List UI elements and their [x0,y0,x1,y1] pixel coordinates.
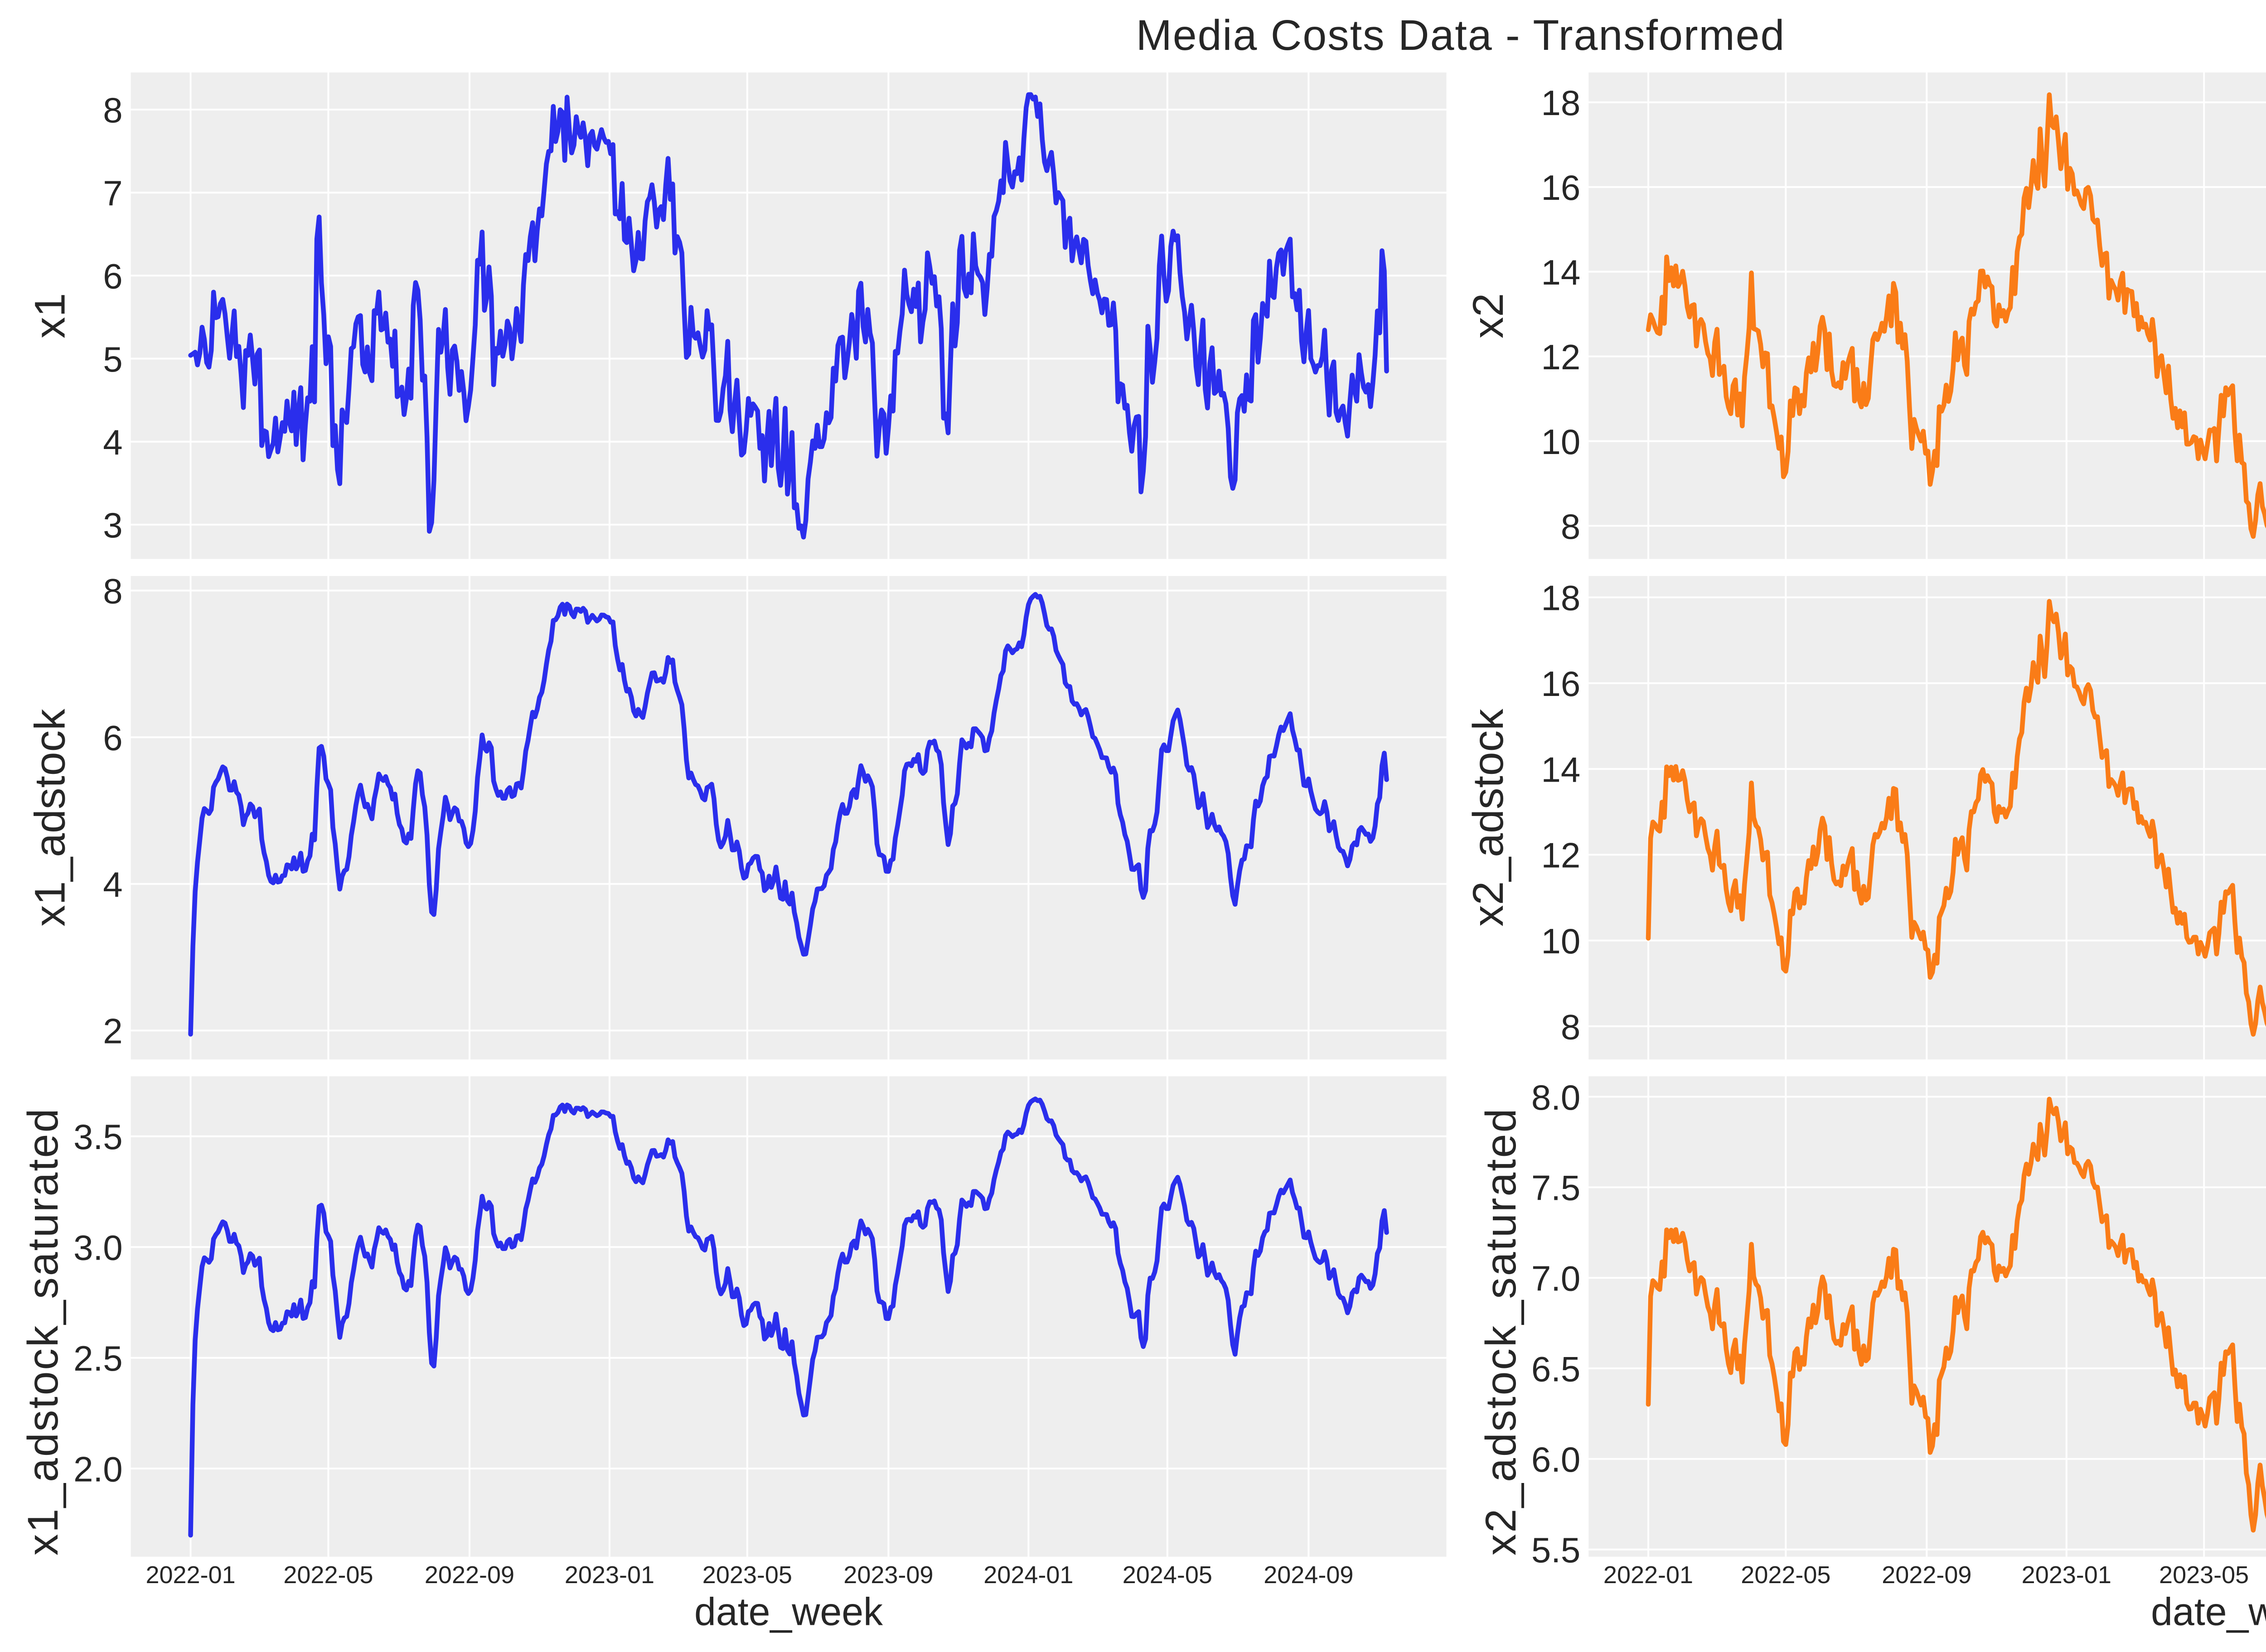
svg-text:2023-05: 2023-05 [702,1561,792,1589]
svg-text:5: 5 [103,339,122,379]
svg-text:16: 16 [1541,664,1581,704]
svg-text:2023-01: 2023-01 [565,1561,654,1589]
svg-text:8: 8 [1561,1007,1580,1047]
svg-text:x1_adstock_saturated: x1_adstock_saturated [19,1107,67,1556]
svg-text:8: 8 [1561,507,1580,546]
svg-text:8.0: 8.0 [1531,1077,1580,1117]
svg-text:18: 18 [1541,578,1581,618]
svg-text:2.0: 2.0 [73,1449,122,1489]
svg-text:7: 7 [103,173,122,213]
svg-text:8: 8 [103,90,122,130]
svg-text:2024-01: 2024-01 [983,1561,1073,1589]
svg-text:6.0: 6.0 [1531,1439,1580,1479]
svg-text:2023-01: 2023-01 [2022,1561,2111,1589]
svg-text:6: 6 [103,256,122,296]
svg-text:3.5: 3.5 [73,1117,122,1157]
svg-text:7.5: 7.5 [1531,1168,1580,1208]
svg-text:2022-01: 2022-01 [145,1561,235,1589]
svg-text:14: 14 [1541,749,1581,789]
svg-text:5.5: 5.5 [1531,1530,1580,1570]
svg-text:2023-09: 2023-09 [843,1561,933,1589]
svg-text:12: 12 [1541,836,1581,875]
svg-text:6.5: 6.5 [1531,1349,1580,1389]
svg-text:12: 12 [1541,337,1581,377]
svg-text:2: 2 [103,1011,122,1051]
svg-text:x2_adstock: x2_adstock [1464,709,1512,927]
svg-text:x2: x2 [1464,293,1512,338]
svg-text:date_week: date_week [694,1590,883,1633]
svg-text:Media Costs Data - Transformed: Media Costs Data - Transformed [1136,11,1786,59]
svg-text:6: 6 [103,718,122,758]
svg-text:2024-05: 2024-05 [1123,1561,1212,1589]
svg-text:4: 4 [103,422,122,462]
svg-text:3: 3 [103,505,122,545]
svg-text:14: 14 [1541,252,1581,292]
svg-text:2022-01: 2022-01 [1603,1561,1693,1589]
svg-text:10: 10 [1541,422,1581,462]
svg-text:2023-05: 2023-05 [2159,1561,2249,1589]
svg-text:x2_adstock_saturated: x2_adstock_saturated [1477,1107,1525,1556]
svg-text:x1: x1 [26,293,74,338]
svg-text:16: 16 [1541,168,1581,208]
svg-text:2022-05: 2022-05 [1741,1561,1830,1589]
svg-text:date_week: date_week [2151,1590,2266,1633]
svg-text:2022-09: 2022-09 [425,1561,514,1589]
svg-text:10: 10 [1541,921,1581,961]
svg-text:2024-09: 2024-09 [1264,1561,1353,1589]
svg-text:7.0: 7.0 [1531,1258,1580,1298]
svg-text:3.0: 3.0 [73,1228,122,1268]
svg-text:8: 8 [103,571,122,611]
svg-text:x1_adstock: x1_adstock [26,709,74,927]
svg-text:4: 4 [103,865,122,904]
svg-text:2022-05: 2022-05 [283,1561,373,1589]
svg-text:2022-09: 2022-09 [1882,1561,1971,1589]
svg-text:2.5: 2.5 [73,1338,122,1378]
svg-text:18: 18 [1541,83,1581,123]
